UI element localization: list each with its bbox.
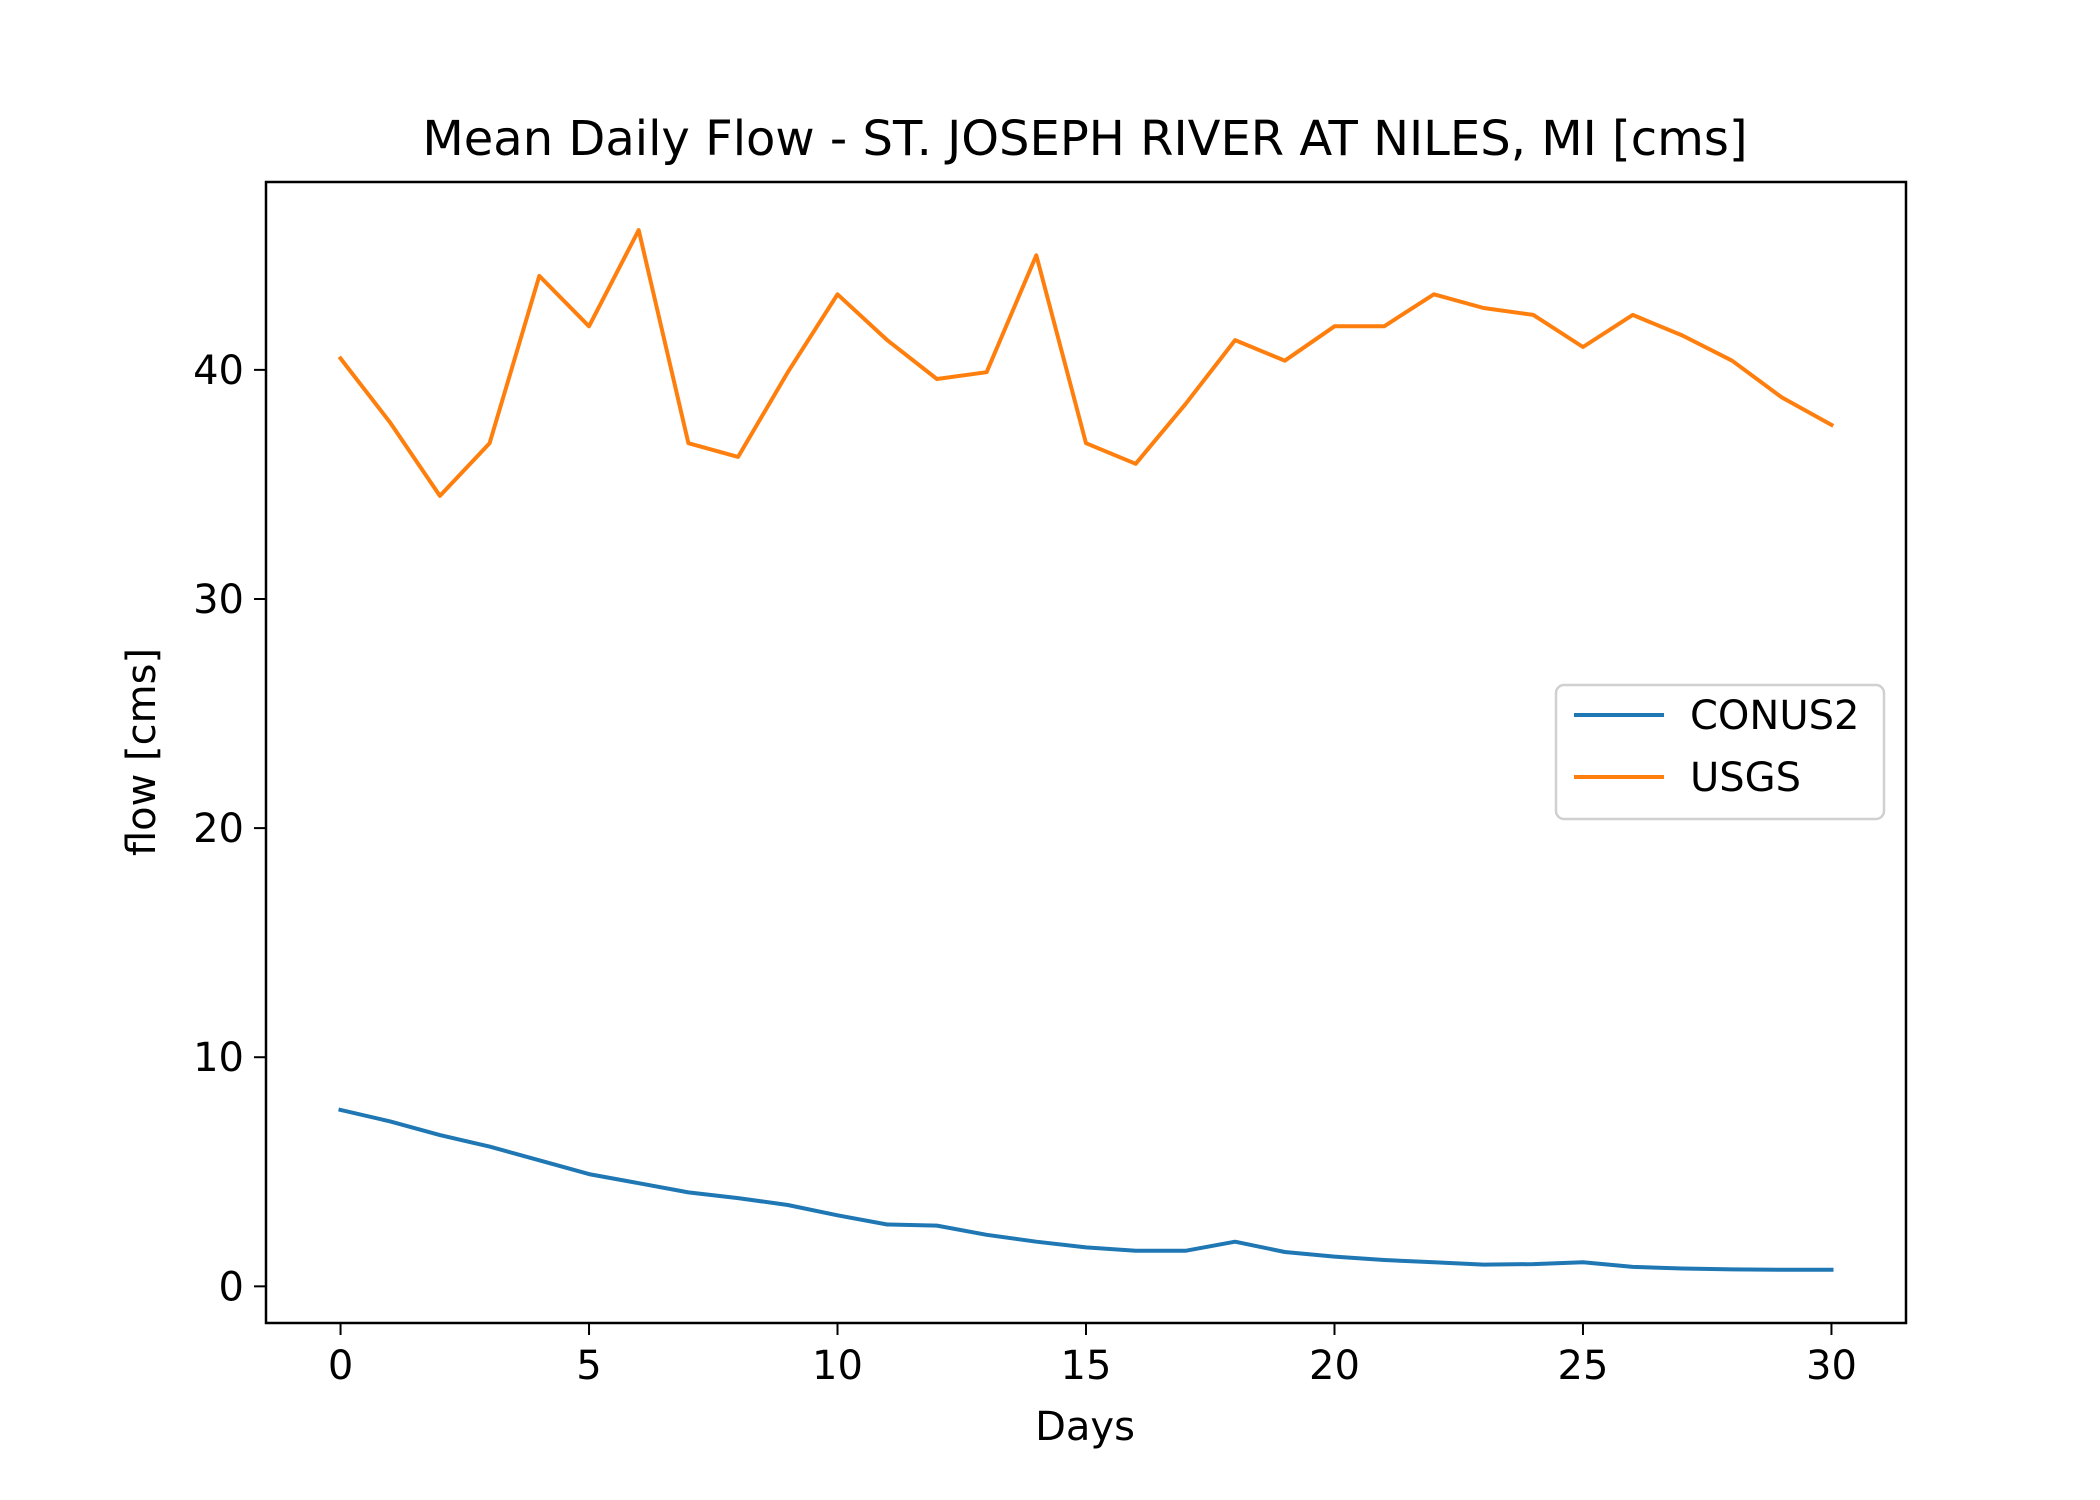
y-axis-ticks: 0 10 20 30 40 — [193, 348, 266, 1310]
y-tick-label: 20 — [193, 806, 244, 852]
series-line-conus2 — [338, 1107, 1834, 1272]
legend: CONUS2 USGS — [1554, 683, 1886, 821]
y-tick-label: 0 — [219, 1264, 244, 1310]
x-tick-label: 5 — [576, 1343, 601, 1389]
x-tick-label: 25 — [1558, 1343, 1609, 1389]
x-tick-label: 30 — [1806, 1343, 1857, 1389]
x-tick-label: 15 — [1061, 1343, 1112, 1389]
x-axis-label: Days — [1035, 1404, 1135, 1450]
x-tick-label: 20 — [1309, 1343, 1360, 1389]
legend-label-usgs: USGS — [1690, 755, 1801, 801]
y-tick-label: 40 — [193, 348, 244, 394]
y-tick-label: 30 — [193, 577, 244, 623]
legend-label-conus2: CONUS2 — [1690, 693, 1859, 739]
x-tick-label: 0 — [328, 1343, 353, 1389]
y-axis-label: flow [cms] — [119, 648, 165, 856]
x-axis-ticks: 0 5 10 15 20 25 30 — [328, 1323, 1857, 1389]
y-tick-label: 10 — [193, 1035, 244, 1081]
legend-box — [1554, 683, 1886, 821]
x-tick-label: 10 — [812, 1343, 863, 1389]
series-lines — [337, 228, 1835, 1272]
chart-title: Mean Daily Flow - ST. JOSEPH RIVER AT NI… — [422, 111, 1747, 167]
series-line-usgs — [337, 228, 1835, 498]
